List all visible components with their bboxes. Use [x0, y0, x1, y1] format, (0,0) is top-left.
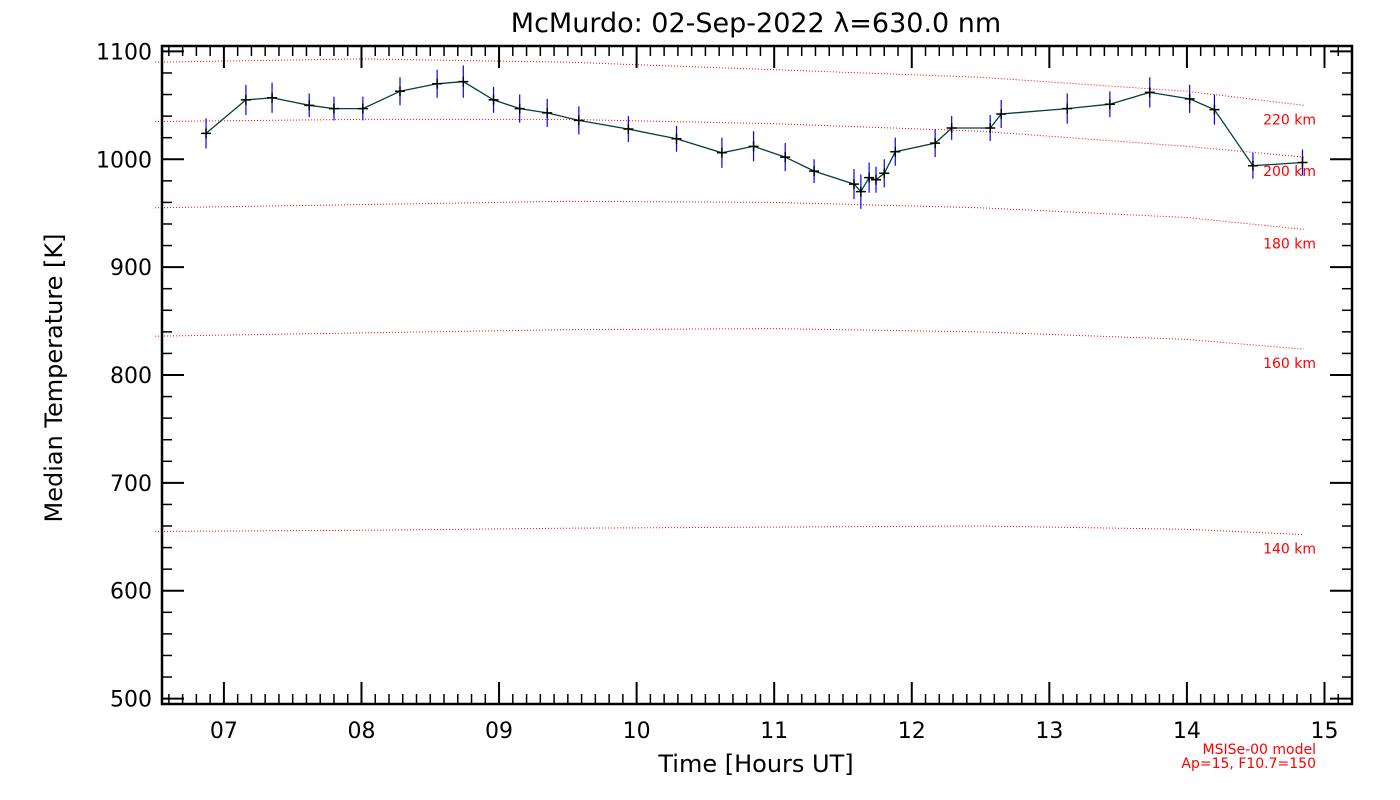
data-point [542, 107, 553, 118]
data-point [996, 108, 1007, 119]
x-tick-label: 15 [1310, 719, 1338, 744]
data-series [201, 65, 1308, 209]
y-tick-label: 700 [110, 472, 152, 497]
data-point [1144, 87, 1155, 98]
data-point [985, 122, 996, 133]
data-point [1297, 157, 1308, 168]
data-point [871, 174, 881, 185]
data-point [748, 141, 759, 152]
data-point [890, 146, 901, 157]
data-point [240, 94, 251, 105]
y-tick-label: 1000 [96, 148, 152, 173]
data-point [930, 138, 941, 149]
plot-frame [160, 44, 1354, 706]
data-point [1062, 103, 1073, 114]
data-point [514, 103, 525, 114]
data-point [946, 122, 957, 133]
data-point [488, 94, 499, 105]
x-tick-label: 14 [1173, 719, 1201, 744]
model-curve-line [155, 328, 1304, 350]
data-point [304, 100, 315, 111]
data-point [201, 128, 212, 139]
data-point [809, 166, 820, 177]
model-curve-label: 180 km [1263, 236, 1316, 252]
model-curve-line [155, 525, 1304, 536]
data-point [1209, 104, 1220, 115]
data-point [848, 179, 859, 190]
x-axis-label: Time [Hours UT] [657, 750, 853, 778]
series-line [205, 80, 1303, 193]
data-point [573, 115, 584, 126]
model-curve-line [155, 118, 1304, 158]
y-tick-label: 500 [110, 688, 152, 713]
data-point [671, 133, 682, 144]
data-point [1104, 99, 1115, 110]
data-point [328, 103, 339, 114]
data-point [855, 186, 866, 197]
y-tick-label: 900 [110, 256, 152, 281]
model-curve-label: 200 km [1263, 164, 1316, 180]
model-annotation-line1: MSISe-00 model [1202, 742, 1316, 758]
data-point [716, 147, 727, 158]
data-point [1184, 93, 1195, 104]
data-point [864, 172, 875, 183]
data-point [1247, 160, 1258, 171]
model-annotation-line2: Ap=15, F10.7=150 [1181, 756, 1316, 772]
model-curve-line [155, 58, 1304, 106]
model-curve-label: 160 km [1263, 356, 1316, 372]
data-point [879, 168, 890, 179]
y-tick-label: 1100 [96, 40, 152, 65]
model-curves: 220 km 200 km 180 km 160 km 140 km [155, 58, 1316, 558]
model-curve-line [155, 200, 1304, 230]
chart-title: McMurdo: 02-Sep-2022 λ=630.0 nm [511, 8, 1001, 39]
data-point [623, 124, 634, 135]
y-tick-label: 800 [110, 364, 152, 389]
y-tick-label: 600 [110, 580, 152, 605]
model-curve-label: 140 km [1263, 542, 1316, 558]
y-axis-label: Median Temperature [K] [40, 233, 68, 522]
data-point [432, 78, 443, 89]
data-point [395, 86, 405, 97]
x-tick-label: 11 [760, 719, 788, 744]
data-point [267, 92, 278, 103]
x-tick-label: 09 [485, 719, 513, 744]
model-curve-label: 220 km [1263, 112, 1316, 128]
x-tick-label: 13 [1035, 719, 1063, 744]
axes: 500 600 700 800 900 1000 1100 07 08 09 10 11 12 13 14 1… [96, 40, 1353, 744]
x-tick-label: 10 [623, 719, 651, 744]
x-tick-label: 07 [210, 719, 238, 744]
x-tick-label: 08 [347, 719, 375, 744]
data-point [458, 76, 469, 87]
x-tick-label: 12 [898, 719, 926, 744]
data-point [357, 103, 368, 114]
data-point [780, 152, 791, 163]
